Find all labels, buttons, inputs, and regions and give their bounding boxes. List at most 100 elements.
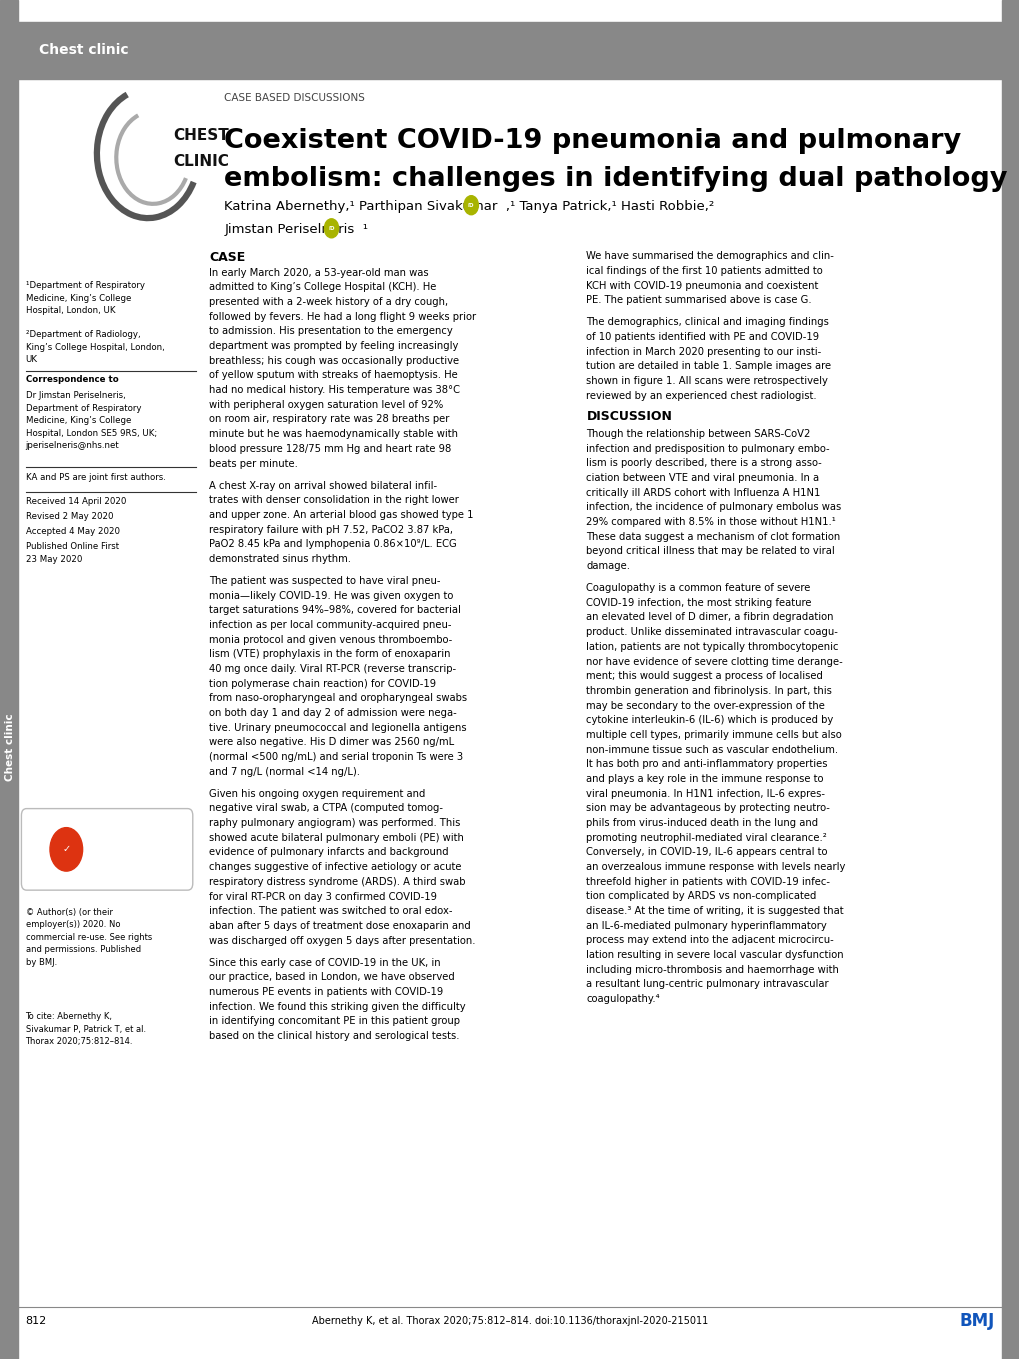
Text: changes suggestive of infective aetiology or acute: changes suggestive of infective aetiolog… — [209, 862, 462, 872]
FancyBboxPatch shape — [21, 809, 193, 890]
Text: These data suggest a mechanism of clot formation: These data suggest a mechanism of clot f… — [586, 531, 840, 542]
Text: minute but he was haemodynamically stable with: minute but he was haemodynamically stabl… — [209, 429, 458, 439]
Text: Dr Jimstan Periselneris,
Department of Respiratory
Medicine, King’s College
Hosp: Dr Jimstan Periselneris, Department of R… — [25, 391, 157, 450]
Text: including micro-thrombosis and haemorrhage with: including micro-thrombosis and haemorrha… — [586, 965, 839, 974]
Text: from naso-oropharyngeal and oropharyngeal swabs: from naso-oropharyngeal and oropharyngea… — [209, 693, 467, 704]
Text: CASE: CASE — [209, 251, 246, 265]
Text: and plays a key role in the immune response to: and plays a key role in the immune respo… — [586, 773, 823, 784]
Text: evidence of pulmonary infarcts and background: evidence of pulmonary infarcts and backg… — [209, 848, 448, 858]
Text: on both day 1 and day 2 of admission were nega-: on both day 1 and day 2 of admission wer… — [209, 708, 457, 718]
Text: of yellow sputum with streaks of haemoptysis. He: of yellow sputum with streaks of haemopt… — [209, 371, 458, 381]
Text: Given his ongoing oxygen requirement and: Given his ongoing oxygen requirement and — [209, 788, 425, 799]
Text: were also negative. His D dimer was 2560 ng/mL: were also negative. His D dimer was 2560… — [209, 738, 453, 747]
Text: tion polymerase chain reaction) for COVID-19: tion polymerase chain reaction) for COVI… — [209, 678, 436, 689]
Text: lism (VTE) prophylaxis in the form of enoxaparin: lism (VTE) prophylaxis in the form of en… — [209, 650, 450, 659]
Text: monia—likely COVID-19. He was given oxygen to: monia—likely COVID-19. He was given oxyg… — [209, 591, 453, 601]
Text: Accepted 4 May 2020: Accepted 4 May 2020 — [25, 527, 119, 537]
Text: Since this early case of COVID-19 in the UK, in: Since this early case of COVID-19 in the… — [209, 958, 440, 968]
Text: respiratory failure with pH 7.52, PaCO2 3.87 kPa,: respiratory failure with pH 7.52, PaCO2 … — [209, 525, 452, 534]
Text: PaO2 8.45 kPa and lymphopenia 0.86×10⁹/L. ECG: PaO2 8.45 kPa and lymphopenia 0.86×10⁹/L… — [209, 540, 457, 549]
Text: was discharged off oxygen 5 days after presentation.: was discharged off oxygen 5 days after p… — [209, 935, 475, 946]
Text: embolism: challenges in identifying dual pathology: embolism: challenges in identifying dual… — [224, 166, 1007, 192]
Text: reviewed by an experienced chest radiologist.: reviewed by an experienced chest radiolo… — [586, 391, 816, 401]
Text: promoting neutrophil-mediated viral clearance.²: promoting neutrophil-mediated viral clea… — [586, 833, 826, 843]
Text: lation, patients are not typically thrombocytopenic: lation, patients are not typically throm… — [586, 641, 839, 652]
Text: target saturations 94%–98%, covered for bacterial: target saturations 94%–98%, covered for … — [209, 605, 461, 616]
Bar — [18, 22, 1001, 79]
Text: sion may be advantageous by protecting neutro-: sion may be advantageous by protecting n… — [586, 803, 829, 813]
Text: COVID-19 infection, the most striking feature: COVID-19 infection, the most striking fe… — [586, 598, 811, 607]
Text: Chest clinic: Chest clinic — [5, 713, 15, 781]
Text: Abernethy K, et al. Thorax 2020;75:812–814. doi:10.1136/thoraxjnl-2020-215011: Abernethy K, et al. Thorax 2020;75:812–8… — [312, 1316, 707, 1326]
Text: shown in figure 1. All scans were retrospectively: shown in figure 1. All scans were retros… — [586, 376, 827, 386]
Text: infection in March 2020 presenting to our insti-: infection in March 2020 presenting to ou… — [586, 347, 821, 357]
Text: on room air, respiratory rate was 28 breaths per: on room air, respiratory rate was 28 bre… — [209, 414, 449, 424]
Text: tive. Urinary pneumococcal and legionella antigens: tive. Urinary pneumococcal and legionell… — [209, 723, 467, 733]
Text: ²Department of Radiology,
King’s College Hospital, London,
UK: ²Department of Radiology, King’s College… — [25, 330, 164, 364]
Text: 29% compared with 8.5% in those without H1N1.¹: 29% compared with 8.5% in those without … — [586, 516, 836, 527]
Text: our practice, based in London, we have observed: our practice, based in London, we have o… — [209, 972, 454, 983]
Text: lism is poorly described, there is a strong asso-: lism is poorly described, there is a str… — [586, 458, 821, 469]
Text: infection as per local community-acquired pneu-: infection as per local community-acquire… — [209, 620, 451, 631]
Text: Chest clinic: Chest clinic — [39, 43, 128, 57]
Text: (normal <500 ng/mL) and serial troponin Ts were 3: (normal <500 ng/mL) and serial troponin … — [209, 752, 463, 762]
Text: to admission. His presentation to the emergency: to admission. His presentation to the em… — [209, 326, 452, 337]
Bar — [0, 0, 18, 1359]
Text: To cite: Abernethy K,
Sivakumar P, Patrick T, et al.
Thorax 2020;75:812–814.: To cite: Abernethy K, Sivakumar P, Patri… — [25, 1012, 146, 1046]
Text: Correspondence to: Correspondence to — [25, 375, 118, 385]
Text: showed acute bilateral pulmonary emboli (PE) with: showed acute bilateral pulmonary emboli … — [209, 833, 464, 843]
Text: Jimstan Periselneris  ¹: Jimstan Periselneris ¹ — [224, 223, 368, 236]
Text: ✓: ✓ — [62, 844, 70, 855]
Text: Katrina Abernethy,¹ Parthipan Sivakumar  ,¹ Tanya Patrick,¹ Hasti Robbie,²: Katrina Abernethy,¹ Parthipan Sivakumar … — [224, 200, 714, 213]
Text: CLINIC: CLINIC — [173, 154, 229, 170]
Circle shape — [464, 196, 478, 215]
Text: PE. The patient summarised above is case G.: PE. The patient summarised above is case… — [586, 295, 811, 306]
Text: CASE BASED DISCUSSIONS: CASE BASED DISCUSSIONS — [224, 92, 365, 103]
Text: aban after 5 days of treatment dose enoxaparin and: aban after 5 days of treatment dose enox… — [209, 921, 471, 931]
Text: tion complicated by ARDS vs non-complicated: tion complicated by ARDS vs non-complica… — [586, 892, 816, 901]
Text: The demographics, clinical and imaging findings: The demographics, clinical and imaging f… — [586, 318, 828, 328]
Circle shape — [324, 219, 338, 238]
Text: BMJ: BMJ — [958, 1311, 994, 1330]
Text: may be secondary to the over-expression of the: may be secondary to the over-expression … — [586, 700, 824, 711]
Text: process may extend into the adjacent microcircu-: process may extend into the adjacent mic… — [586, 935, 834, 946]
Text: 40 mg once daily. Viral RT-PCR (reverse transcrip-: 40 mg once daily. Viral RT-PCR (reverse … — [209, 665, 455, 674]
Text: coagulopathy.⁴: coagulopathy.⁴ — [586, 993, 659, 1004]
Text: an overzealous immune response with levels nearly: an overzealous immune response with leve… — [586, 862, 845, 872]
Text: threefold higher in patients with COVID-19 infec-: threefold higher in patients with COVID-… — [586, 877, 829, 886]
Text: beyond critical illness that may be related to viral: beyond critical illness that may be rela… — [586, 546, 835, 556]
Text: and upper zone. An arterial blood gas showed type 1: and upper zone. An arterial blood gas sh… — [209, 510, 473, 520]
Text: iD: iD — [328, 226, 334, 231]
Text: raphy pulmonary angiogram) was performed. This: raphy pulmonary angiogram) was performed… — [209, 818, 460, 828]
Text: monia protocol and given venous thromboembo-: monia protocol and given venous thromboe… — [209, 635, 451, 644]
Text: Published Online First
23 May 2020: Published Online First 23 May 2020 — [25, 542, 118, 564]
Text: admitted to King’s College Hospital (KCH). He: admitted to King’s College Hospital (KCH… — [209, 283, 436, 292]
Text: DISCUSSION: DISCUSSION — [586, 410, 672, 423]
Text: phils from virus-induced death in the lung and: phils from virus-induced death in the lu… — [586, 818, 818, 828]
Text: product. Unlike disseminated intravascular coagu-: product. Unlike disseminated intravascul… — [586, 626, 838, 637]
Text: an IL-6-mediated pulmonary hyperinflammatory: an IL-6-mediated pulmonary hyperinflamma… — [586, 920, 826, 931]
Text: Conversely, in COVID-19, IL-6 appears central to: Conversely, in COVID-19, IL-6 appears ce… — [586, 847, 827, 858]
Text: KA and PS are joint first authors.: KA and PS are joint first authors. — [25, 473, 165, 482]
Text: A chest X-ray on arrival showed bilateral infil-: A chest X-ray on arrival showed bilatera… — [209, 481, 437, 491]
Text: nor have evidence of severe clotting time derange-: nor have evidence of severe clotting tim… — [586, 656, 843, 666]
Text: based on the clinical history and serological tests.: based on the clinical history and serolo… — [209, 1031, 460, 1041]
Text: iD: iD — [468, 202, 474, 208]
Text: ical findings of the first 10 patients admitted to: ical findings of the first 10 patients a… — [586, 266, 822, 276]
Bar — [1001, 0, 1019, 1359]
Text: numerous PE events in patients with COVID-19: numerous PE events in patients with COVI… — [209, 987, 443, 998]
Text: cytokine interleukin-6 (IL-6) which is produced by: cytokine interleukin-6 (IL-6) which is p… — [586, 715, 833, 726]
Text: In early March 2020, a 53-year-old man was: In early March 2020, a 53-year-old man w… — [209, 268, 428, 277]
Text: department was prompted by feeling increasingly: department was prompted by feeling incre… — [209, 341, 458, 351]
Text: non-immune tissue such as vascular endothelium.: non-immune tissue such as vascular endot… — [586, 745, 838, 754]
Text: viral pneumonia. In H1N1 infection, IL-6 expres-: viral pneumonia. In H1N1 infection, IL-6… — [586, 788, 824, 799]
Text: damage.: damage. — [586, 561, 630, 571]
Text: It has both pro and anti-inflammatory properties: It has both pro and anti-inflammatory pr… — [586, 760, 827, 769]
Text: infection and predisposition to pulmonary embo-: infection and predisposition to pulmonar… — [586, 443, 829, 454]
Text: respiratory distress syndrome (ARDS). A third swab: respiratory distress syndrome (ARDS). A … — [209, 877, 465, 887]
Text: CHEST: CHEST — [173, 128, 229, 144]
Text: The patient was suspected to have viral pneu-: The patient was suspected to have viral … — [209, 576, 440, 586]
Text: We have summarised the demographics and clin-: We have summarised the demographics and … — [586, 251, 834, 261]
Text: ment; this would suggest a process of localised: ment; this would suggest a process of lo… — [586, 671, 822, 681]
Text: Coexistent COVID-19 pneumonia and pulmonary: Coexistent COVID-19 pneumonia and pulmon… — [224, 128, 961, 154]
